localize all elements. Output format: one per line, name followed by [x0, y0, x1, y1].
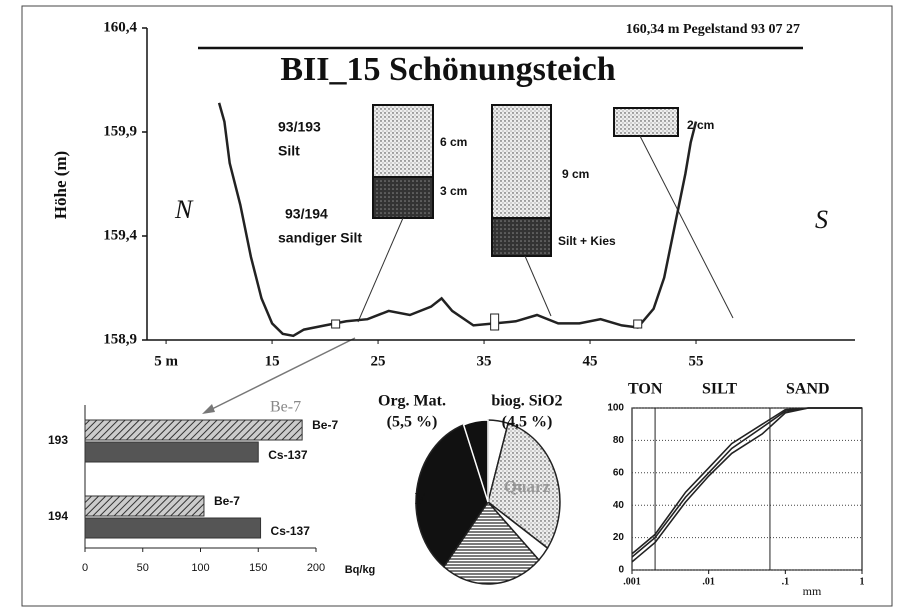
x-tick-label: 100 [191, 562, 209, 574]
y-tick-label: 160,4 [103, 19, 137, 35]
annotation: Silt + Kies [558, 234, 616, 248]
y-tick-label: 159,4 [103, 227, 137, 243]
x-tick-label: 55 [689, 353, 704, 369]
core-layer [372, 176, 434, 219]
annotation: SILT [702, 381, 737, 398]
core-layer [491, 217, 552, 257]
annotation: Silt [278, 143, 300, 159]
y-tick-label: 20 [613, 532, 625, 543]
connector [639, 135, 734, 319]
annotation: S [815, 205, 828, 234]
value-label: (5,5 %) [387, 414, 438, 431]
sample-marker [490, 313, 500, 331]
annotation: 2 cm [687, 118, 714, 132]
x-tick-label: 0 [82, 562, 88, 574]
arrow-head [202, 404, 215, 414]
subtitle: 160,34 m Pegelstand 93 07 27 [626, 22, 800, 37]
y-tick-label: 158,9 [103, 331, 137, 347]
bar [84, 419, 303, 441]
x-tick-label: 45 [583, 353, 598, 369]
annotation: 6 cm [440, 135, 467, 149]
sample-marker [633, 319, 643, 329]
x-tick-label: 35 [477, 353, 492, 369]
core-layer [372, 104, 434, 178]
x-tick-label: 150 [249, 562, 267, 574]
slice-label: F [415, 489, 425, 508]
bar-label: Be-7 [312, 418, 338, 432]
bar [84, 495, 205, 517]
x-tick-label: .1 [782, 576, 790, 587]
bar [84, 517, 262, 539]
series-line [631, 407, 862, 555]
x-tick-label: .01 [702, 576, 715, 587]
annotation: 93/193 [278, 119, 321, 135]
x-axis-label: mm [803, 584, 822, 598]
arrow [209, 337, 356, 411]
y-tick-label: 40 [613, 500, 625, 511]
value-label: (4,5 %) [502, 414, 553, 431]
y-tick-label: 193 [48, 433, 68, 447]
connector [357, 217, 404, 323]
core-layer [613, 107, 679, 137]
x-tick-label: 15 [265, 353, 280, 369]
annotation: 93/194 [285, 206, 328, 222]
annotation: sandiger Silt [278, 230, 362, 246]
bar-label: Cs-137 [268, 448, 308, 462]
x-axis-label: Bq/kg [345, 564, 376, 576]
y-tick-label: 80 [613, 435, 625, 446]
y-axis-label: Höhe (m) [51, 151, 70, 219]
x-tick-label: 1 [860, 576, 865, 587]
y-tick-label: 100 [607, 403, 624, 414]
x-tick-label: 50 [137, 562, 149, 574]
bar [84, 441, 259, 463]
pie-slice [415, 423, 489, 568]
annotation: N [174, 195, 194, 224]
chart-title: BII_15 Schönungsteich [280, 51, 615, 88]
annotation: SAND [786, 381, 830, 398]
x-tick-label: 25 [371, 353, 386, 369]
y-tick-label: 159,9 [103, 123, 137, 139]
y-tick-label: 194 [48, 509, 68, 523]
slice-label: Quarz [504, 477, 551, 496]
series-line [217, 102, 698, 338]
annotation: 9 cm [562, 167, 589, 181]
bar-label: Cs-137 [271, 524, 311, 538]
core-layer [491, 104, 552, 219]
pie-slice [442, 500, 540, 585]
bar-label: Be-7 [214, 494, 240, 508]
pie-slice [487, 422, 561, 550]
connector [524, 255, 552, 317]
slice-label: Org. Mat. [378, 393, 446, 410]
y-tick-label: 0 [618, 565, 624, 576]
y-tick-label: 60 [613, 467, 625, 478]
x-tick-label: 5 m [154, 353, 178, 369]
slice-label: biog. SiO2 [491, 393, 562, 410]
annotation: TON [628, 381, 663, 398]
x-tick-label: .001 [623, 576, 641, 587]
series-label: Be-7 [270, 399, 301, 416]
sample-marker [331, 319, 341, 329]
annotation: 3 cm [440, 184, 467, 198]
x-tick-label: 200 [307, 562, 325, 574]
pie-slice [462, 419, 489, 503]
